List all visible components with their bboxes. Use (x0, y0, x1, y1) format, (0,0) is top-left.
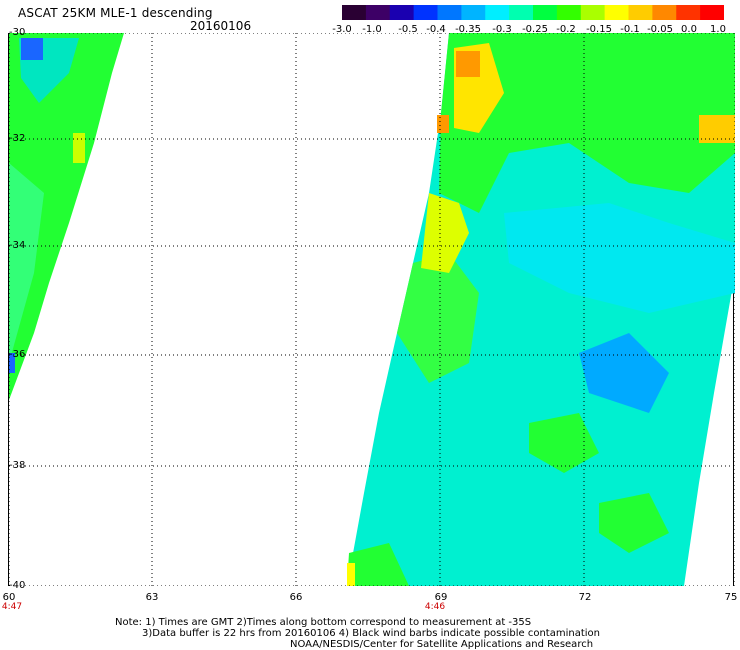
colorbar-tick-label: -0.1 (620, 24, 640, 35)
colorbar-segment (389, 5, 415, 20)
colorbar-tick-label: -0.5 (398, 24, 418, 35)
colorbar-segment (533, 5, 558, 20)
colorbar-tick-label: -0.35 (455, 24, 481, 35)
west-swath-blue-edge (9, 353, 15, 373)
latitude-label: -32 (9, 133, 26, 144)
colorbar-tick-label: -1.0 (362, 24, 382, 35)
longitude-label: 69 (434, 592, 448, 603)
chart-date: 20160106 (190, 19, 252, 33)
colorbar-segment (580, 5, 606, 20)
latitude-label: -36 (9, 349, 26, 360)
colorbar-segment (700, 5, 724, 20)
latitude-label: -40 (9, 580, 26, 591)
east-swath-yellow-east (699, 115, 735, 143)
colorbar-tick-label: 0.0 (681, 24, 697, 35)
colorbar-tick-label: -0.2 (556, 24, 576, 35)
latitude-label: -38 (9, 460, 26, 471)
colorbar-segment (628, 5, 653, 20)
east-swath-green-north (439, 33, 735, 213)
west-swath-yellow-patch (73, 133, 85, 163)
longitude-label: 60 (2, 592, 16, 603)
colorbar-segment (485, 5, 510, 20)
colorbar-tick-label: -0.4 (426, 24, 446, 35)
east-swath-yellow-sw (347, 563, 355, 586)
longitude-label: 75 (724, 592, 738, 603)
colorbar-tick-label: -0.25 (522, 24, 548, 35)
time-label-1: 4:47 (1, 602, 23, 612)
colorbar-segment (676, 5, 701, 20)
west-swath (9, 33, 124, 400)
east-swath-blue-mid (579, 333, 669, 413)
note-line-1: Note: 1) Times are GMT 2)Times along bot… (115, 617, 532, 628)
latitude-label: -30 (9, 27, 26, 38)
west-swath-green (9, 163, 44, 363)
colorbar-segment (509, 5, 534, 20)
time-label-2: 4:46 (424, 602, 446, 612)
colorbar-tick-label: -3.0 (332, 24, 352, 35)
east-swath-green-sw (347, 543, 409, 586)
longitude-label: 66 (289, 592, 303, 603)
colorbar-segment (413, 5, 439, 20)
note-line-3: NOAA/NESDIS/Center for Satellite Applica… (290, 639, 594, 650)
east-swath-orange-small (437, 115, 449, 133)
east-swath-orange (456, 51, 480, 77)
colorbar-segment (604, 5, 630, 20)
colorbar-tick-label: -0.05 (647, 24, 673, 35)
colorbar-tick-label: -0.15 (586, 24, 612, 35)
colorbar-tick-label: 1.0 (710, 24, 726, 35)
map-plot-area (8, 33, 735, 586)
east-swath-yellow-west (421, 193, 469, 273)
colorbar-segment (437, 5, 462, 20)
longitude-label: 63 (145, 592, 159, 603)
colorbar-segment (342, 5, 367, 20)
note-line-2: 3)Data buffer is 22 hrs from 20160106 4)… (142, 628, 600, 639)
east-swath-green-south (529, 413, 599, 473)
colorbar-segment (365, 5, 391, 20)
swath-map (9, 33, 735, 586)
east-swath-cyan-mid (504, 203, 735, 313)
longitude-label: 72 (578, 592, 592, 603)
latitude-label: -34 (9, 240, 26, 251)
colorbar-segment (652, 5, 677, 20)
east-swath-green-west (397, 253, 479, 383)
colorbar-tick-label: -0.3 (492, 24, 512, 35)
colorbar-segment (461, 5, 486, 20)
colorbar (342, 5, 724, 20)
chart-title: ASCAT 25KM MLE-1 descending (18, 6, 213, 20)
colorbar-labels: -3.0 -1.0 -0.5 -0.4 -0.35 -0.3 -0.25 -0.2 -0.15-… (318, 24, 738, 38)
west-swath-blue-patch (21, 38, 43, 60)
colorbar-segment (556, 5, 582, 20)
east-swath-green-se (599, 493, 669, 553)
